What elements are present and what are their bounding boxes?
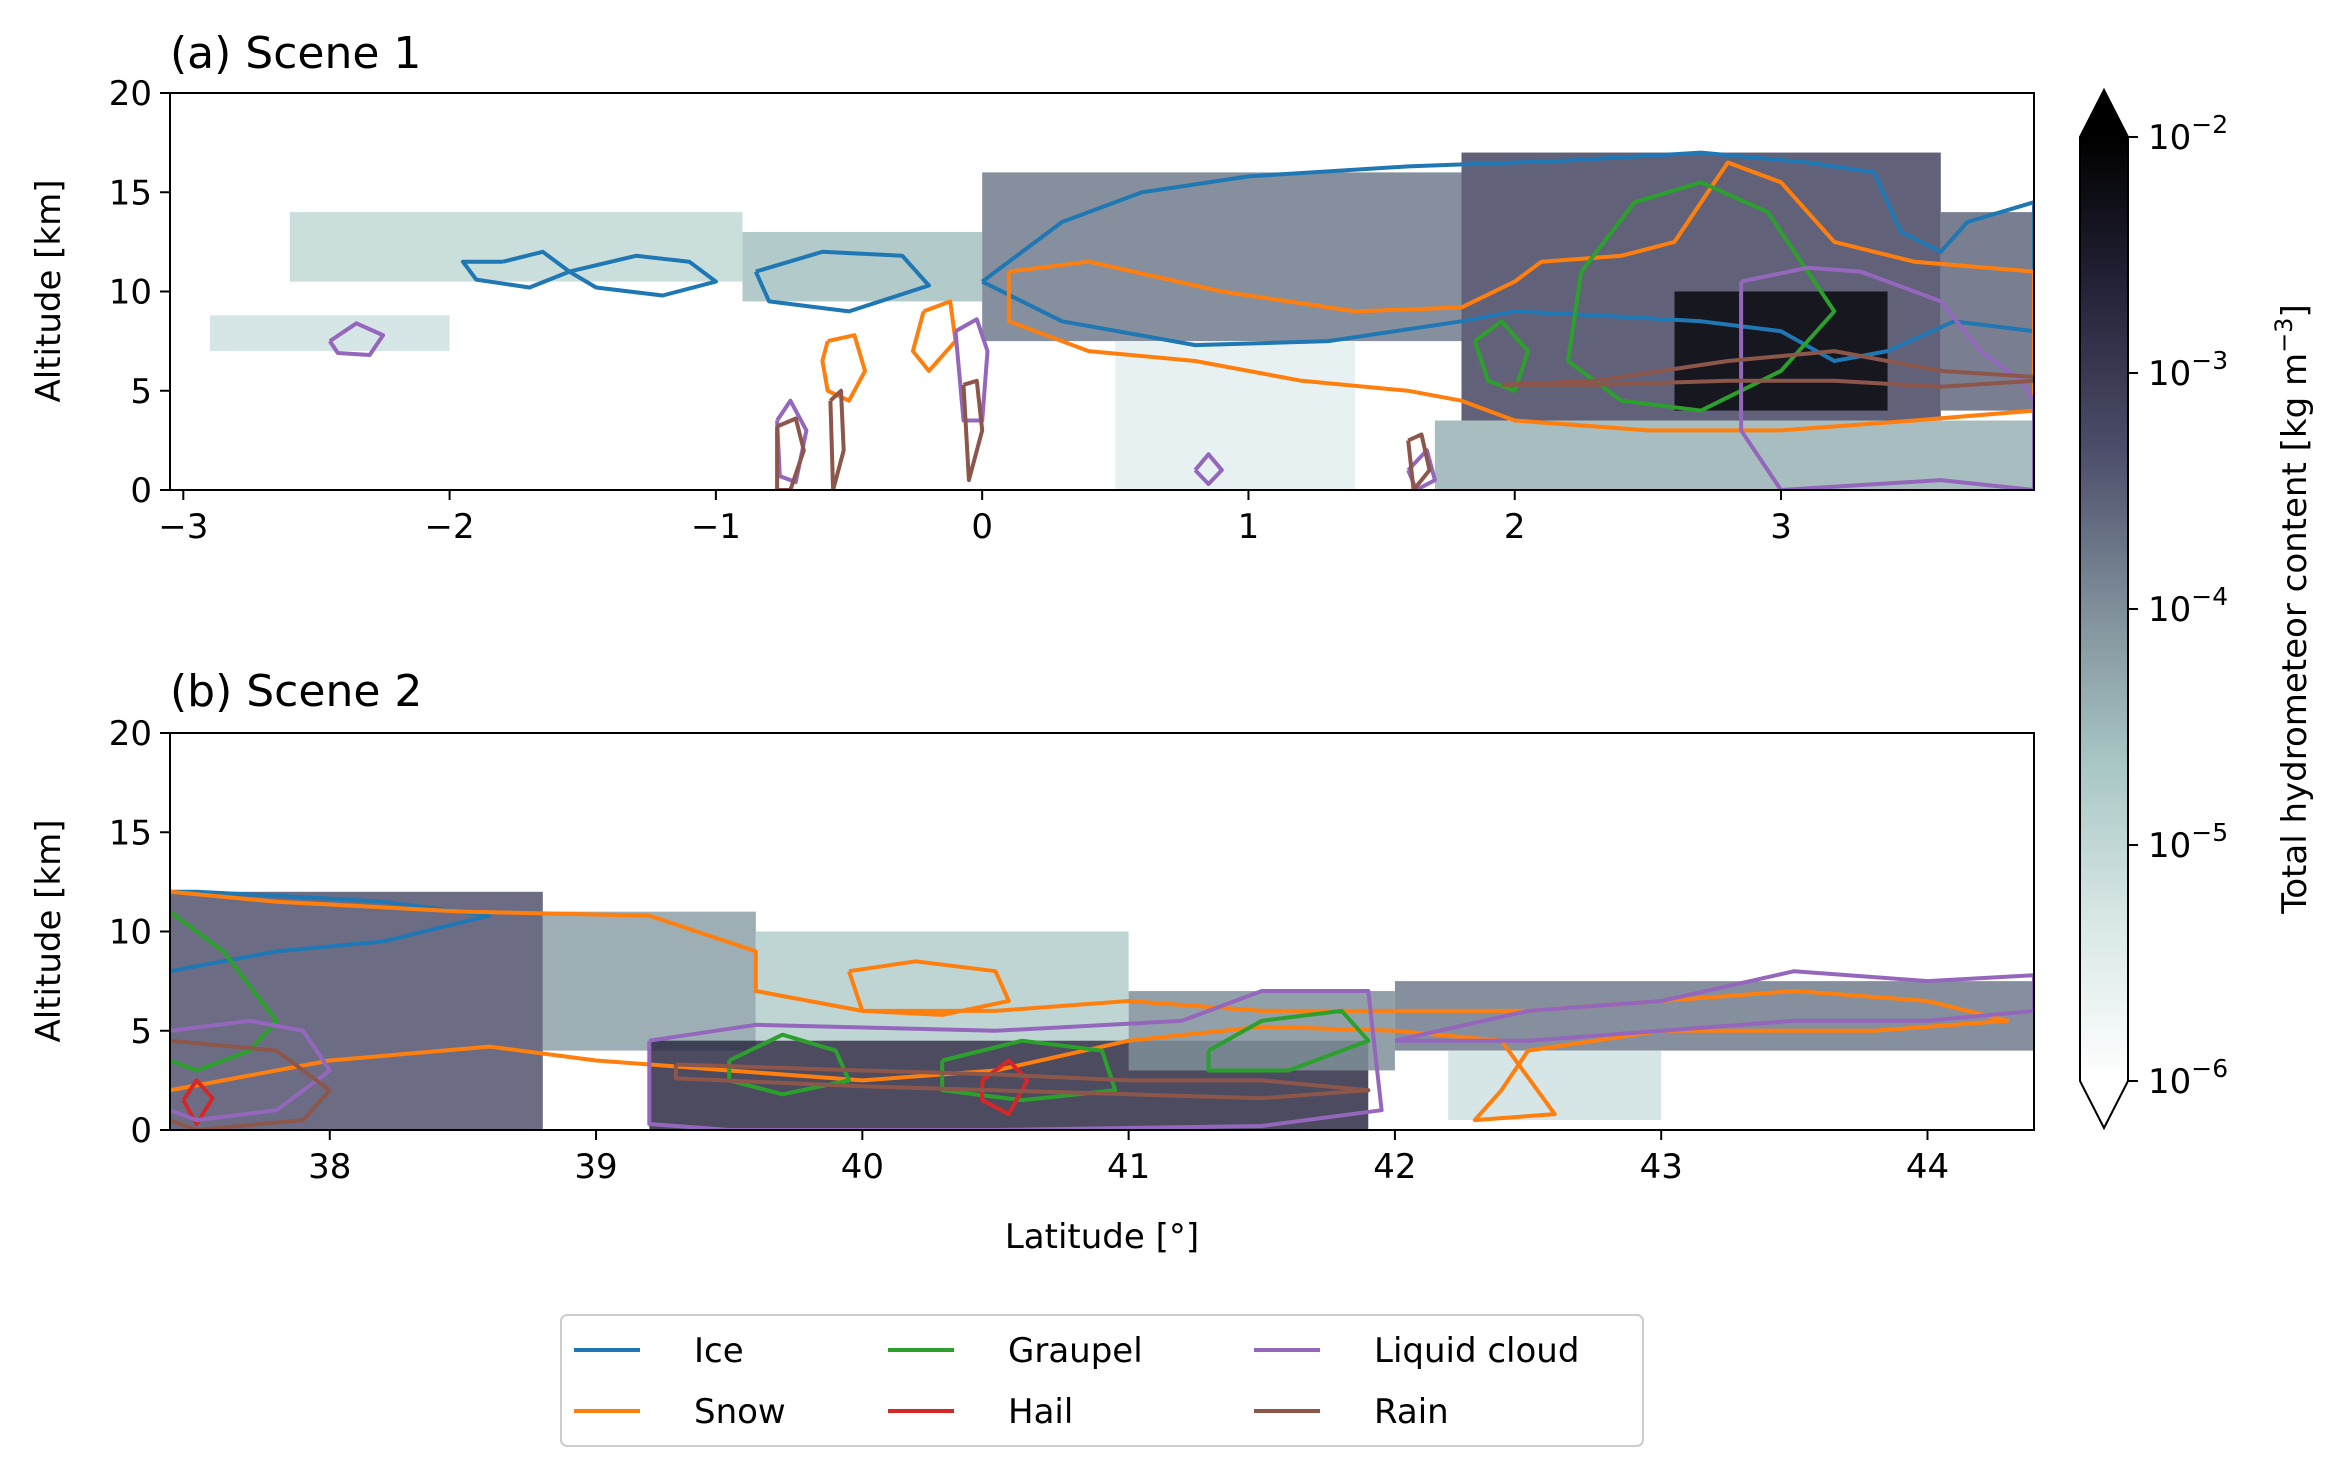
legend-label: Hail [1008,1392,1073,1432]
panel-scene-1: (a) Scene 1 −3 −2 −1 0 1 2 3 0 5 10 15 20 Altitude… [29,28,2035,547]
x-tick-label: 41 [1107,1147,1150,1187]
contour-rain [775,416,806,490]
x-tick-label: 39 [574,1147,617,1187]
x-tick-label: 44 [1906,1147,1949,1187]
contour-ice [568,253,718,298]
contour-hail [980,1058,1030,1117]
legend-box [560,1314,1644,1447]
contour-liquid-cloud [1193,452,1224,486]
x-tick-label: 2 [1504,507,1526,547]
colorbar-gradient [2080,137,2128,1081]
contour-liquid-cloud [328,321,385,357]
panel-title: (b) Scene 2 [170,666,422,717]
contour-rain [1501,349,2034,389]
contour-liquid-cloud [953,317,990,423]
legend-label: Liquid cloud [1374,1331,1579,1371]
x-tick-label: 3 [1770,507,1792,547]
legend: Ice Snow Graupel Hail Liquid cloud Rain [560,1314,1644,1447]
colorbar-tick-label: 10−4 [2148,582,2228,630]
y-tick-label: 0 [130,1111,152,1151]
contour-snow [847,959,1011,1017]
x-tick-label: −1 [691,507,741,547]
contour-rain [673,1062,1371,1101]
x-tick-label: 38 [308,1147,351,1187]
contour-liquid-cloud [170,1018,332,1123]
x-tick-label: 40 [841,1147,884,1187]
y-axis-label: Altitude [km] [29,179,69,402]
y-tick-label: 15 [109,813,152,853]
legend-label: Snow [694,1392,786,1432]
x-axis-label: Latitude [°] [1005,1217,1199,1257]
contour-snow [1006,160,2034,433]
contour-snow [170,889,2010,1123]
panel-scene-2: (b) Scene 2 38 39 40 41 42 43 44 0 5 10 15 20 Alti… [29,666,2035,1257]
contour-snow [910,299,958,373]
contour-ice [753,249,931,314]
contour-rain [828,388,846,490]
contour-layer [170,889,2034,1130]
y-tick-label: 10 [109,273,152,313]
contour-rain [961,378,985,483]
contour-rain [1406,432,1432,490]
contour-snow [820,333,867,403]
contour-layer [328,150,2034,490]
colorbar-label: Total hydrometeor content [kg m−3] [2270,304,2315,914]
x-axis: −3 −2 −1 0 1 2 3 [158,490,1792,547]
y-axis: 0 5 10 15 20 [109,714,170,1151]
contour-graupel [1206,1008,1371,1073]
contour-ice [981,150,2034,363]
y-tick-label: 20 [109,714,152,754]
colorbar-tick-label: 10−5 [2148,818,2228,866]
field-patch [170,891,543,1130]
contour-liquid-cloud [1739,265,2034,490]
x-tick-label: 43 [1640,1147,1683,1187]
field-patch [289,212,743,282]
colorbar-tick-label: 10−2 [2148,110,2228,158]
heatmap-field [170,891,2034,1130]
x-tick-label: −3 [158,507,208,547]
field-patch [1448,1050,1662,1121]
panel-title: (a) Scene 1 [170,28,421,79]
y-tick-label: 5 [130,372,152,412]
y-tick-label: 20 [109,74,152,114]
contour-graupel [1566,180,1837,413]
contour-liquid-cloud [1394,969,2034,1043]
x-tick-label: 0 [971,507,993,547]
colorbar-tick-label: 10−3 [2148,346,2228,394]
field-patch [742,231,983,302]
y-tick-label: 5 [130,1012,152,1052]
colorbar-extend-min [2080,1081,2128,1128]
legend-label: Ice [694,1331,744,1371]
field-patch [1115,341,1355,490]
contour-graupel [170,909,279,1073]
heatmap-field [209,152,2034,490]
field-patch [982,172,1462,342]
contour-graupel [1472,319,1531,393]
colorbar-ticks: 10−2 10−3 10−4 10−5 10−6 [2128,110,2228,1102]
y-axis: 0 5 10 15 20 [109,74,170,511]
contour-rain [170,1038,332,1130]
legend-label: Rain [1374,1392,1449,1432]
contour-ice [460,249,572,290]
colorbar-extend-max [2080,90,2128,137]
y-axis-label: Altitude [km] [29,819,69,1042]
y-tick-label: 10 [109,913,152,953]
field-patch [755,931,1129,1041]
colorbar: 10−2 10−3 10−4 10−5 10−6 Total hydrometeor c… [2079,87,2315,1131]
field-patch [542,911,756,1051]
x-tick-label: −2 [425,507,475,547]
field-patch [209,315,450,352]
y-tick-label: 15 [109,173,152,213]
field-patch [1674,291,1888,411]
y-tick-label: 0 [130,471,152,511]
legend-label: Graupel [1008,1331,1143,1371]
x-tick-label: 1 [1238,507,1260,547]
colorbar-tick-label: 10−6 [2148,1054,2228,1102]
x-axis: 38 39 40 41 42 43 44 [308,1130,1949,1187]
contour-hail [181,1078,215,1126]
x-tick-label: 42 [1373,1147,1416,1187]
